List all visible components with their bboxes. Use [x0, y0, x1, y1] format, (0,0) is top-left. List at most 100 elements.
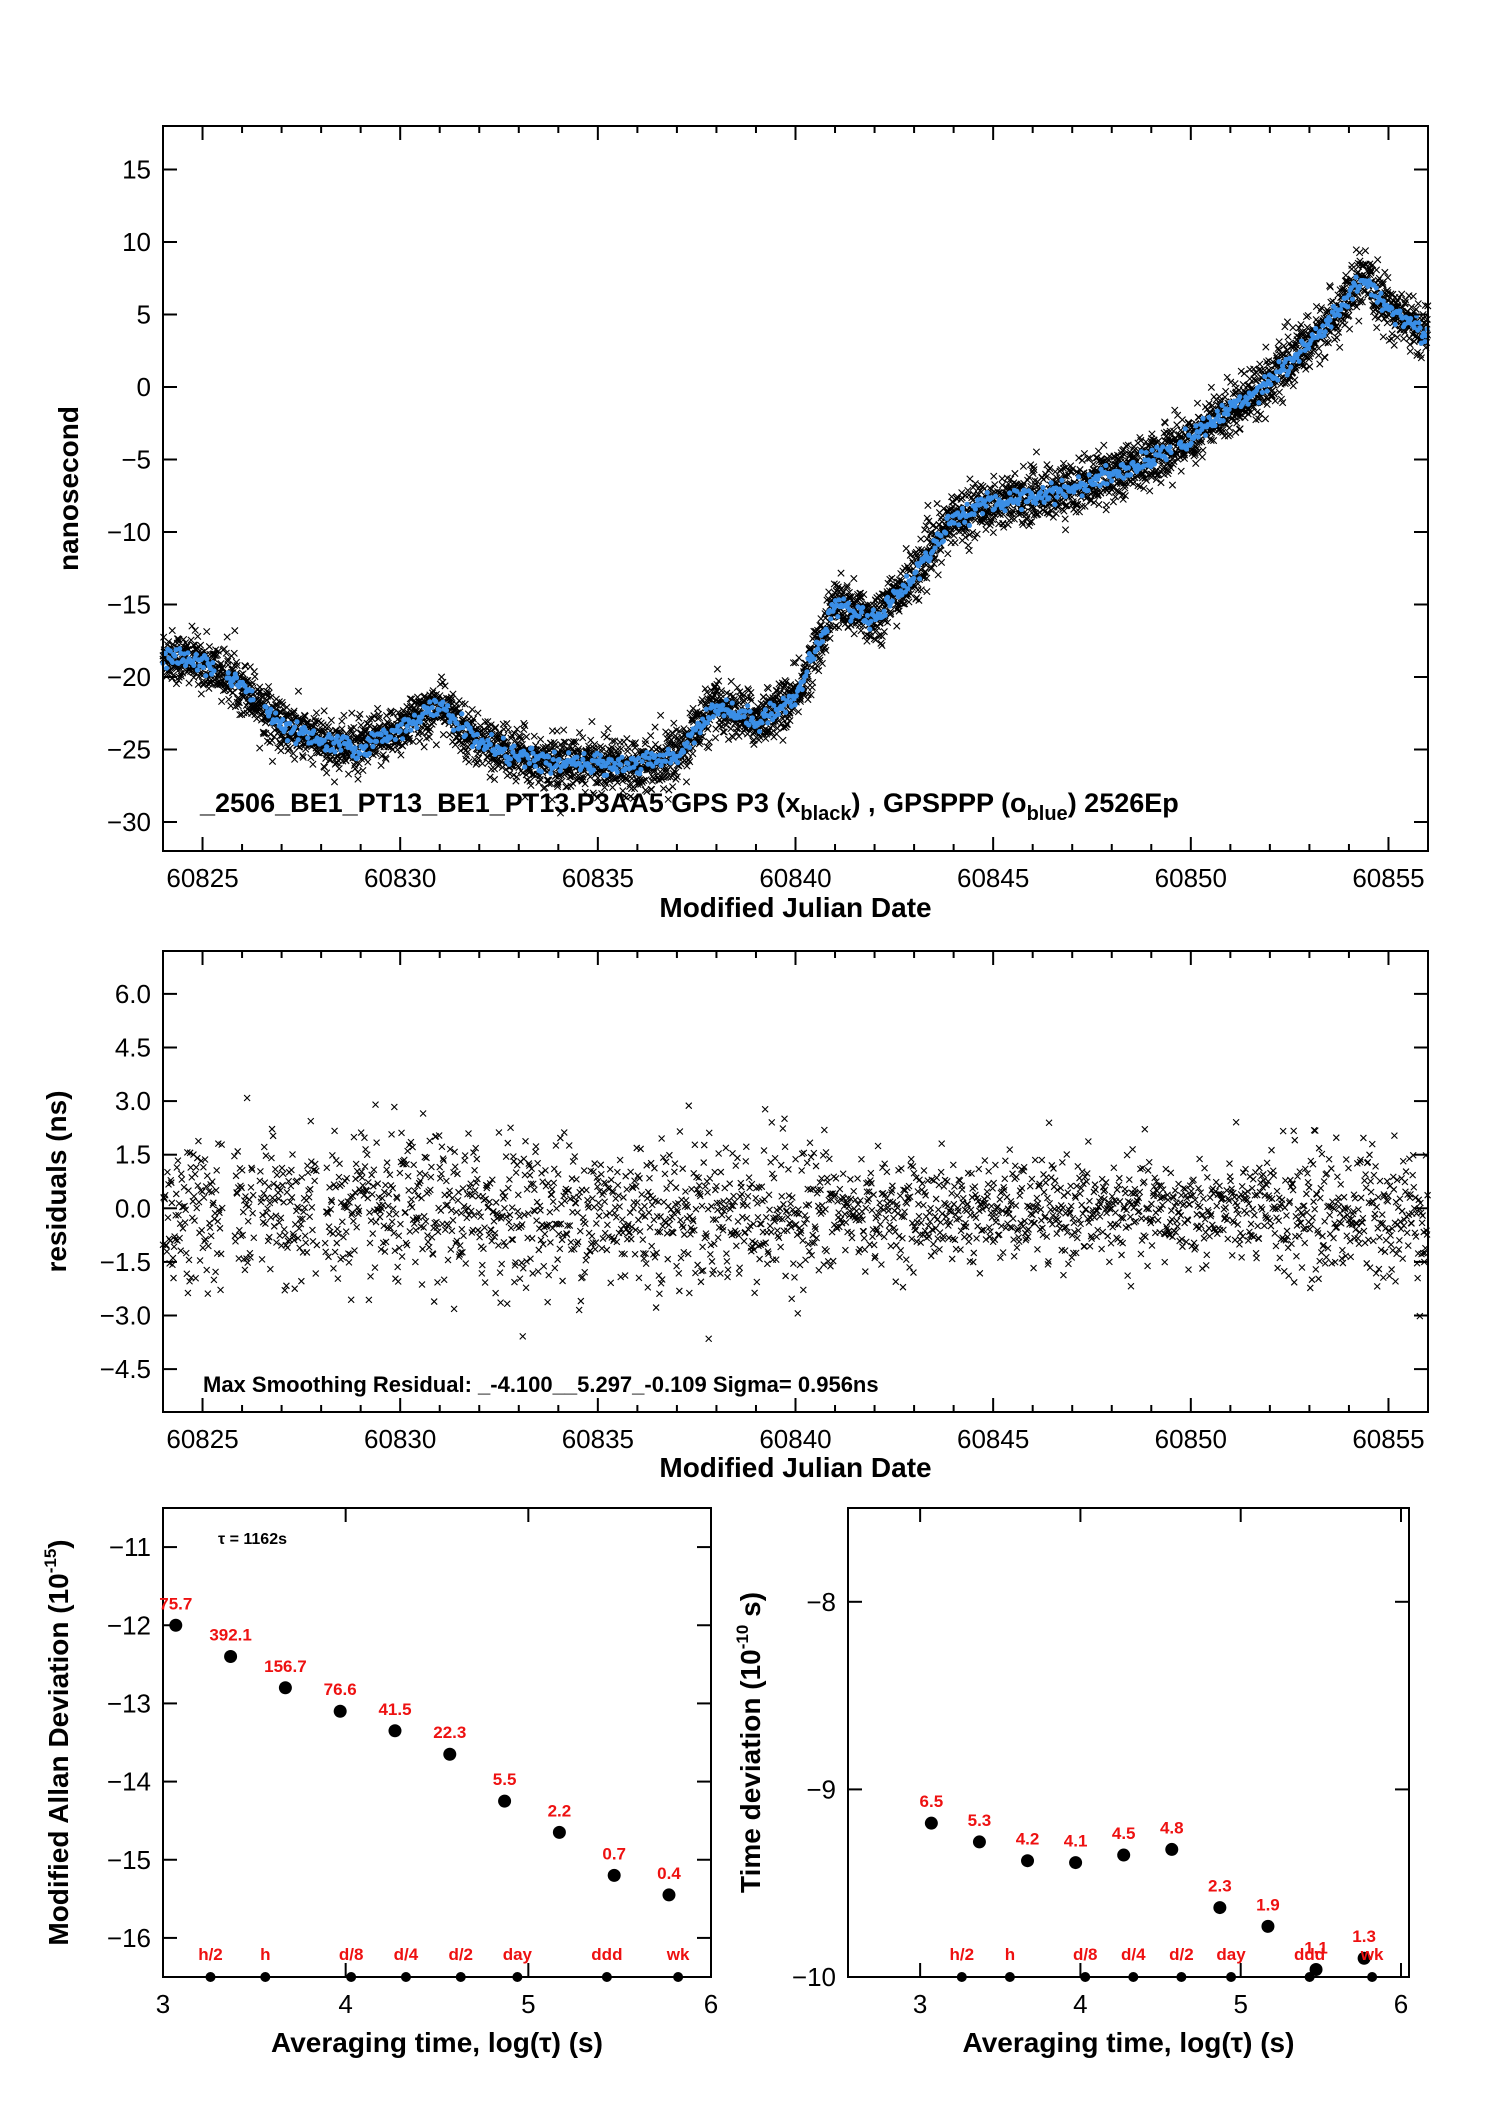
- gpsppp-point: [363, 743, 369, 749]
- gpsppp-point: [225, 670, 231, 676]
- gpsppp-point: [681, 749, 687, 755]
- gps-p3-point: [1336, 343, 1344, 351]
- gpsppp-point: [294, 719, 300, 725]
- gps-p3-point: [196, 641, 205, 649]
- gps-p3-point: [673, 773, 681, 781]
- gps-p3-point: [1256, 360, 1264, 368]
- gpsppp-point: [185, 650, 191, 656]
- gps-p3-point: [1078, 456, 1086, 464]
- gps-p3-point: [720, 728, 728, 736]
- gps-p3-point: [1398, 290, 1406, 298]
- gps-p3-point: [1019, 462, 1028, 470]
- gpsppp-point: [686, 744, 693, 751]
- gps-p3-point: [719, 728, 727, 736]
- gps-p3-point: [219, 686, 228, 695]
- gps-p3-point: [588, 717, 596, 726]
- gps-p3-point: [449, 690, 457, 698]
- gpsppp-point: [598, 752, 604, 758]
- gps-p3-point: [923, 587, 931, 596]
- gps-p3-point: [291, 755, 299, 763]
- gps-p3-point: [1374, 256, 1382, 264]
- gps-p3-point: [354, 768, 362, 776]
- gpsppp-point: [550, 756, 556, 763]
- phase-scatter-points: [159, 246, 1432, 817]
- gps-p3-point: [1314, 351, 1323, 359]
- gpsppp-point: [211, 668, 217, 674]
- gpsppp-point: [684, 740, 690, 746]
- gps-p3-point: [350, 723, 358, 732]
- gps-p3-point: [1388, 330, 1396, 338]
- gps-p3-point: [1406, 347, 1414, 355]
- gps-p3-point: [1409, 292, 1417, 300]
- gpsppp-point: [574, 754, 580, 760]
- gpsppp-point: [273, 710, 279, 716]
- gpsppp-point: [511, 743, 517, 749]
- gpsppp-point: [311, 728, 317, 734]
- gps-p3-point: [503, 719, 511, 728]
- gps-p3-point: [290, 709, 298, 717]
- gps-p3-point: [276, 738, 284, 746]
- gps-p3-point: [225, 695, 233, 704]
- gpsppp-point: [525, 755, 531, 761]
- gpsppp-point: [352, 745, 358, 751]
- gps-p3-point: [223, 633, 231, 641]
- gps-p3-point: [917, 586, 925, 594]
- gps-p3-point: [1265, 357, 1273, 365]
- gpsppp-point: [516, 757, 522, 763]
- gpsppp-point: [399, 736, 406, 742]
- gpsppp-point: [526, 760, 533, 766]
- gps-p3-point: [670, 719, 678, 727]
- gps-p3-point: [397, 751, 405, 759]
- gps-p3-point: [220, 645, 228, 653]
- gps-p3-point: [1225, 424, 1233, 432]
- gpsppp-point: [506, 761, 512, 767]
- gpsppp-point: [193, 651, 199, 658]
- gps-p3-point: [294, 687, 303, 695]
- gps-p3-point: [277, 708, 285, 716]
- gps-p3-point: [474, 709, 482, 717]
- gps-p3-point: [1072, 508, 1080, 516]
- gps-p3-point: [261, 719, 270, 727]
- gpsppp-point: [443, 707, 450, 713]
- gps-p3-point: [513, 725, 521, 733]
- gpsppp-point: [614, 769, 620, 775]
- gps-p3-point: [264, 682, 273, 691]
- gps-p3-point: [327, 716, 335, 724]
- gpsppp-point: [284, 738, 291, 744]
- gpsppp-point: [500, 735, 506, 741]
- gps-p3-point: [944, 550, 952, 558]
- gps-p3-point: [1280, 342, 1288, 350]
- gpsppp-point: [417, 719, 423, 725]
- gps-p3-point: [283, 703, 291, 711]
- gps-p3-point: [235, 698, 243, 707]
- gps-p3-point: [439, 731, 447, 739]
- gpsppp-point: [646, 755, 652, 761]
- gps-p3-point: [1289, 382, 1297, 390]
- gpsppp-point: [619, 754, 625, 760]
- gps-p3-point: [420, 692, 429, 700]
- gps-p3-point: [486, 773, 494, 781]
- gpsppp-point: [370, 743, 376, 750]
- gps-p3-point: [218, 697, 226, 705]
- gps-p3-point: [604, 724, 612, 733]
- gps-p3-point: [603, 733, 611, 741]
- gps-p3-point: [429, 718, 438, 726]
- gps-p3-point: [1233, 419, 1241, 427]
- gpsppp-point: [200, 664, 206, 671]
- gps-p3-point: [504, 726, 512, 734]
- gps-p3-point: [175, 638, 183, 646]
- gps-p3-point: [468, 705, 476, 714]
- gps-p3-point: [1222, 387, 1230, 395]
- gps-p3-point: [515, 763, 523, 772]
- gps-p3-point: [1177, 467, 1185, 475]
- gps-p3-point: [513, 773, 521, 781]
- gps-p3-point: [356, 710, 364, 718]
- gpsppp-point: [373, 738, 380, 744]
- gps-p3-point: [1090, 498, 1098, 507]
- gps-p3-point: [553, 727, 561, 735]
- gps-p3-point: [441, 682, 449, 690]
- gpsppp-point: [249, 688, 255, 694]
- gps-p3-point: [1253, 408, 1261, 416]
- gps-p3-point: [491, 723, 500, 731]
- gps-p3-point: [1226, 430, 1234, 439]
